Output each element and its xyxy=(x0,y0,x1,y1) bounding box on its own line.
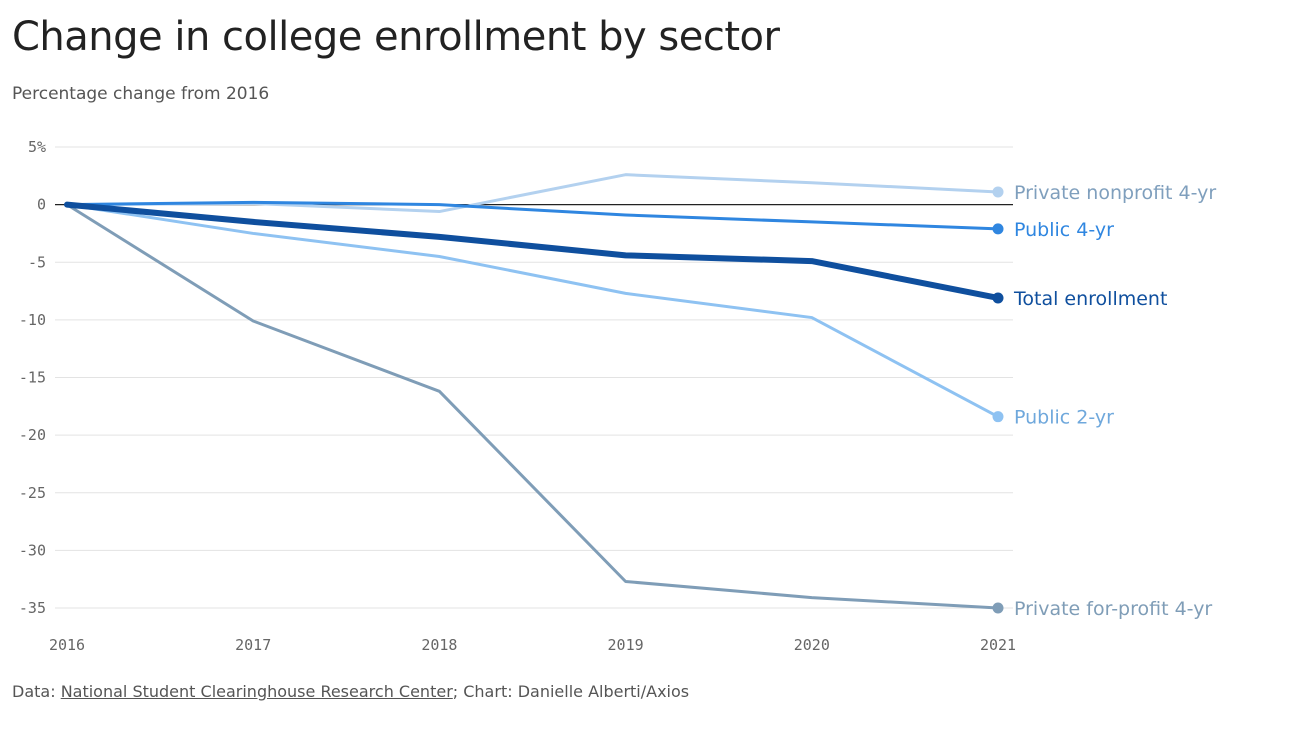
series-label: Total enrollment xyxy=(1013,288,1167,310)
series-label: Private nonprofit 4-yr xyxy=(1014,182,1216,204)
series-end-point xyxy=(992,186,1004,198)
series-line xyxy=(65,200,1000,231)
series-end-point xyxy=(992,292,1004,304)
footer-suffix: ; Chart: Danielle Alberti/Axios xyxy=(452,682,690,701)
y-tick-label: 0 xyxy=(37,196,46,214)
series-line xyxy=(65,203,1000,610)
y-tick-label: -5 xyxy=(28,253,46,271)
y-tick-label: -35 xyxy=(19,599,46,617)
y-tick-label: -20 xyxy=(19,426,46,444)
y-tick-label: 5% xyxy=(28,138,46,156)
series-line xyxy=(64,201,1001,301)
y-tick-label: -15 xyxy=(19,369,46,387)
x-tick-label: 2016 xyxy=(49,636,85,654)
x-tick-label: 2019 xyxy=(608,636,644,654)
series-line xyxy=(65,173,1000,214)
series-label: Public 4-yr xyxy=(1014,219,1114,241)
series-end-point xyxy=(992,602,1004,614)
series-label: Public 2-yr xyxy=(1014,407,1114,429)
chart-footer: Data: National Student Clearinghouse Res… xyxy=(12,682,689,701)
y-tick-label: -10 xyxy=(19,311,46,329)
footer-prefix: Data: xyxy=(12,682,61,701)
chart-title: Change in college enrollment by sector xyxy=(12,14,780,60)
y-tick-label: -30 xyxy=(19,541,46,559)
y-tick-label: -25 xyxy=(19,484,46,502)
x-tick-label: 2017 xyxy=(235,636,271,654)
source-link[interactable]: National Student Clearinghouse Research … xyxy=(60,682,453,701)
chart-subtitle: Percentage change from 2016 xyxy=(12,84,270,104)
series-end-point xyxy=(992,223,1004,235)
x-tick-label: 2020 xyxy=(794,636,830,654)
series-line xyxy=(65,203,1000,419)
series-end-point xyxy=(992,411,1004,423)
series-label: Private for-profit 4-yr xyxy=(1014,598,1212,620)
x-tick-label: 2018 xyxy=(421,636,457,654)
x-tick-label: 2021 xyxy=(980,636,1016,654)
